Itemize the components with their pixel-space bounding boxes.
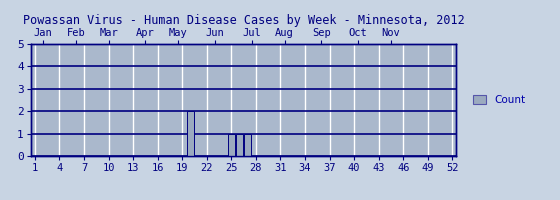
Bar [228,134,235,156]
Bar [236,134,243,156]
Legend: Count: Count [470,92,528,108]
Title: Powassan Virus - Human Disease Cases by Week - Minnesota, 2012: Powassan Virus - Human Disease Cases by … [23,14,464,27]
Bar [187,111,194,156]
Bar [244,134,251,156]
